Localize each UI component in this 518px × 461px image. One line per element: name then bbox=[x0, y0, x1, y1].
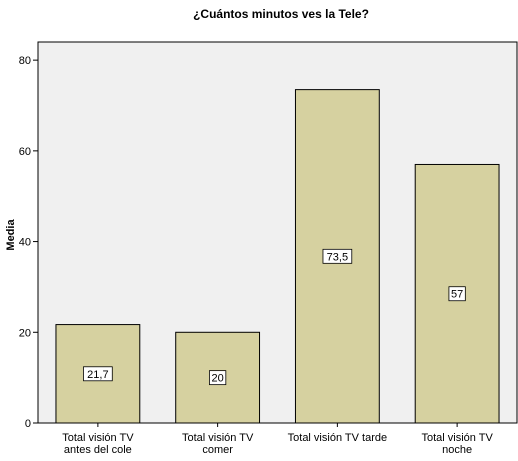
bars: 21,7 20 73,5 57 bbox=[55, 89, 500, 424]
data-label: 21,7 bbox=[87, 369, 108, 381]
y-axis-label: Media bbox=[5, 219, 17, 251]
data-label-box bbox=[209, 370, 227, 386]
x-tick-label: Total visión TV comer bbox=[182, 432, 254, 456]
chart-title: ¿Cuántos minutos ves la Tele? bbox=[193, 7, 369, 21]
data-label: 20 bbox=[212, 373, 224, 385]
x-tick-label: Total visión TV antes del cole bbox=[62, 432, 134, 456]
data-label-box bbox=[322, 248, 353, 264]
x-axis-labels: Total visión TV antes del cole Total visió… bbox=[62, 423, 493, 456]
y-tick-label: 40 bbox=[19, 237, 31, 249]
y-tick-label: 80 bbox=[19, 55, 31, 67]
y-axis: 0 20 40 60 80 bbox=[19, 55, 38, 430]
data-label-box bbox=[83, 366, 113, 382]
y-tick-label: 20 bbox=[19, 327, 31, 339]
data-label-box bbox=[448, 286, 466, 302]
x-tick-label: Total visión TV tarde bbox=[288, 432, 387, 444]
data-label: 73,5 bbox=[327, 251, 348, 263]
data-label: 57 bbox=[451, 289, 463, 301]
x-tick-label: Total visión TV noche bbox=[421, 432, 493, 456]
y-tick-label: 60 bbox=[19, 146, 31, 158]
y-tick-label: 0 bbox=[25, 418, 31, 430]
